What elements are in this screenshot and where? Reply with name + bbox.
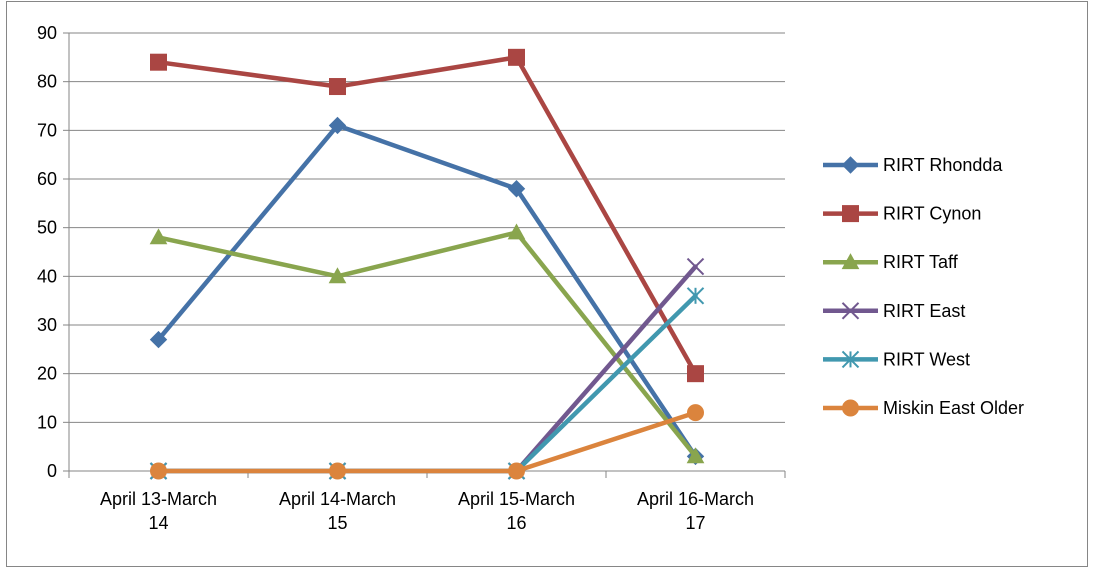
- legend-label: RIRT East: [883, 301, 965, 321]
- chart-border: [6, 1, 1088, 567]
- marker-stroke: [686, 257, 705, 276]
- data-point: [687, 365, 704, 383]
- y-tick-label: 20: [37, 364, 57, 384]
- series-line: [156, 55, 698, 376]
- data-point: [686, 447, 705, 464]
- data-point: [329, 462, 346, 480]
- series-line: [156, 123, 698, 459]
- series-line: [156, 410, 698, 474]
- y-tick-label: 30: [37, 315, 57, 335]
- data-point: [686, 257, 705, 276]
- x-tick-label-line: April 13-March: [100, 489, 217, 509]
- legend: RIRT Rhondda RIRT Cynon RIRT Taff RIRT East…: [823, 155, 1024, 418]
- x-tick-label-line: 14: [148, 513, 168, 533]
- legend-item: RIRT Rhondda: [823, 155, 1003, 175]
- data-point: [507, 180, 526, 198]
- legend-label: RIRT West: [883, 349, 970, 369]
- y-tick-label: 70: [37, 120, 57, 140]
- x-tick-label-line: 15: [327, 513, 347, 533]
- series-rirt-taff: [149, 223, 705, 464]
- series-lines: [149, 48, 705, 480]
- data-point: [841, 253, 860, 270]
- data-point: [149, 330, 168, 349]
- x-tick-label-line: April 14-March: [279, 489, 396, 509]
- legend-label: RIRT Taff: [883, 252, 959, 272]
- data-point: [508, 48, 525, 66]
- data-point: [328, 267, 347, 284]
- x-tick-label-line: 16: [506, 513, 526, 533]
- legend-label: Miskin East Older: [883, 398, 1024, 418]
- data-point: [841, 350, 860, 369]
- data-point: [150, 462, 167, 480]
- gridlines: [69, 32, 785, 423]
- x-tick-label: April 13-March 14: [100, 489, 217, 533]
- series-line: [156, 230, 698, 459]
- legend-item: Miskin East Older: [823, 398, 1024, 418]
- data-point: [150, 53, 167, 71]
- legend-item: RIRT Cynon: [823, 204, 981, 224]
- data-point: [842, 399, 859, 417]
- x-tick-label-line: April 16-March: [637, 489, 754, 509]
- x-tick-label: April 16-March 17: [637, 489, 754, 533]
- data-point: [149, 228, 168, 245]
- x-tick-label-line: 17: [685, 513, 705, 533]
- data-point: [507, 223, 526, 240]
- data-point: [842, 205, 859, 223]
- legend-label: RIRT Cynon: [883, 204, 981, 224]
- y-tick-label: 40: [37, 266, 57, 286]
- data-point: [329, 78, 346, 96]
- legend-item: RIRT East: [823, 301, 965, 321]
- legend-label: RIRT Rhondda: [883, 155, 1003, 175]
- data-point: [508, 462, 525, 480]
- x-tick-label-line: April 15-March: [458, 489, 575, 509]
- x-tick-label: April 15-March 16: [458, 489, 575, 533]
- y-tick-label: 10: [37, 412, 57, 432]
- y-tick-label: 60: [37, 169, 57, 189]
- y-tick-label: 80: [37, 72, 57, 92]
- legend-item: RIRT West: [823, 349, 970, 369]
- y-tick-label: 0: [47, 461, 57, 481]
- data-point: [686, 287, 705, 305]
- data-point: [841, 302, 860, 320]
- marker-stroke: [841, 302, 860, 320]
- data-point: [841, 156, 860, 174]
- y-tick-label: 50: [37, 218, 57, 238]
- series-miskin-east-older: [150, 404, 704, 480]
- data-point: [687, 404, 704, 422]
- data-point: [328, 116, 347, 135]
- series-rirt-cynon: [150, 48, 704, 383]
- legend-item: RIRT Taff: [823, 252, 959, 272]
- y-tick-label: 90: [37, 23, 57, 43]
- x-tick-label: April 14-March 15: [279, 489, 396, 533]
